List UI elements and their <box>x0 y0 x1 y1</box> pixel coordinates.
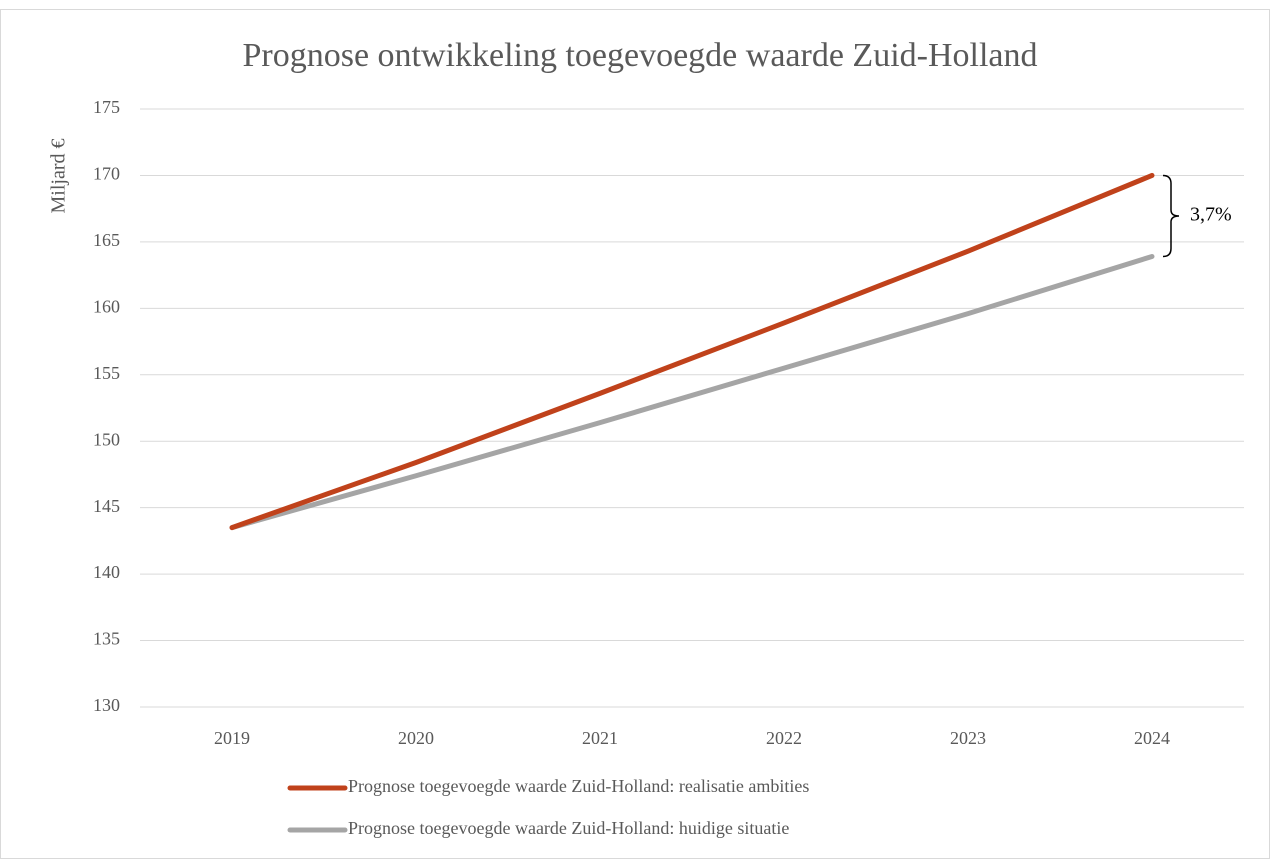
x-tick-label: 2023 <box>950 728 986 748</box>
x-tick-label: 2020 <box>398 728 434 748</box>
x-tick-label: 2019 <box>214 728 250 748</box>
x-tick-label: 2022 <box>766 728 802 748</box>
y-tick-label: 135 <box>93 629 120 649</box>
y-tick-label: 175 <box>93 97 120 117</box>
y-tick-label: 160 <box>93 296 120 316</box>
x-tick-label: 2021 <box>582 728 618 748</box>
line-series <box>229 254 1155 531</box>
y-tick-label: 145 <box>93 496 120 516</box>
chart-title: Prognose ontwikkeling toegevoegde waarde… <box>242 37 1037 74</box>
y-tick-label: 140 <box>93 562 120 582</box>
legend-label: Prognose toegevoegde waarde Zuid-Holland… <box>348 776 809 796</box>
chart-border <box>0 9 1270 859</box>
y-tick-label: 150 <box>93 429 120 449</box>
y-tick-label: 130 <box>93 695 120 715</box>
annotation-bracket <box>1162 174 1180 258</box>
line-series <box>229 172 1155 531</box>
y-tick-label: 155 <box>93 363 120 383</box>
annotation: 3,7% <box>1190 204 1232 226</box>
y-tick-label: 170 <box>93 164 120 184</box>
y-axis-label: Miljard € <box>48 139 70 214</box>
legend-label: Prognose toegevoegde waarde Zuid-Holland… <box>348 818 789 838</box>
y-tick-label: 165 <box>93 230 120 250</box>
x-tick-label: 2024 <box>1134 728 1170 748</box>
